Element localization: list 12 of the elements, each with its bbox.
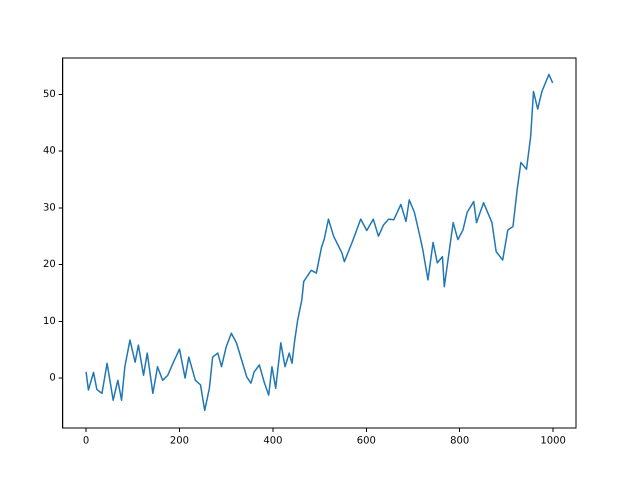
x-tick-label: 800	[450, 436, 470, 447]
x-tick-label: 600	[356, 436, 376, 447]
y-tick-label: 10	[42, 316, 56, 327]
y-tick-label: 30	[42, 202, 56, 214]
y-tick-label: 40	[42, 146, 56, 157]
x-tick-label: 1000	[540, 436, 566, 447]
y-tick-label: 0	[49, 372, 56, 384]
x-tick-label: 200	[170, 436, 190, 447]
x-tick-label: 0	[82, 436, 90, 447]
y-tick-label: 50	[42, 88, 56, 100]
y-tick-label: 20	[42, 259, 56, 270]
x-tick-label: 400	[263, 436, 282, 447]
